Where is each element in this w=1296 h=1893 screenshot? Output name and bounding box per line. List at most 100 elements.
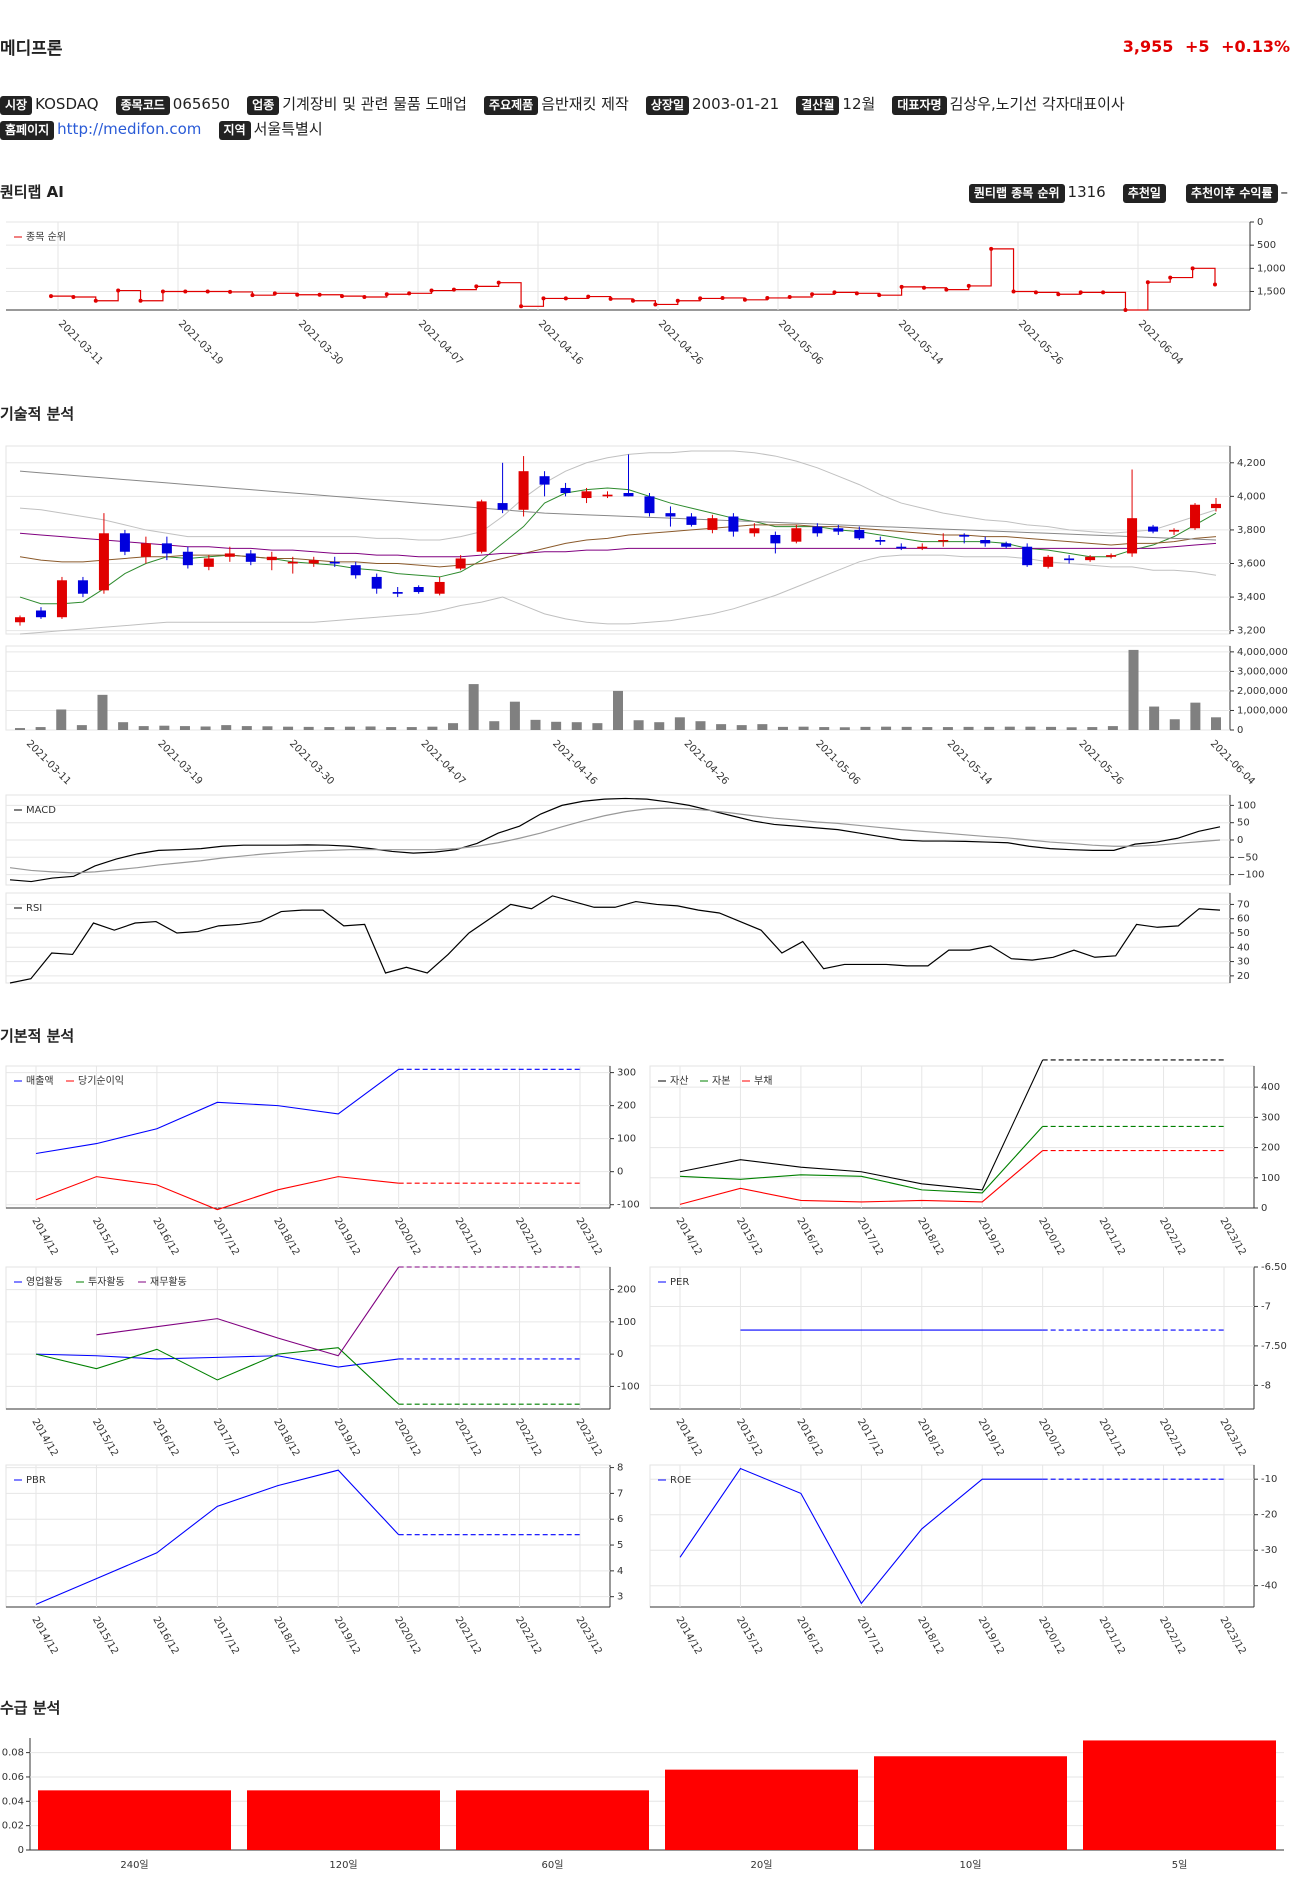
candle-body (686, 516, 697, 525)
supply-bar (456, 1790, 649, 1850)
product-tag: 주요제품 (484, 96, 539, 115)
volume-bar (283, 726, 294, 730)
sales-legend-label: 매출액 (26, 1075, 54, 1087)
volume-bar (386, 727, 397, 730)
volume-bar (1169, 719, 1180, 730)
rank-point (854, 291, 859, 296)
candle-body (1190, 504, 1201, 529)
macd-ytick-label: −100 (1237, 870, 1264, 881)
roe-xtick-label: 2016/12 (794, 1615, 824, 1656)
candle-ma120-line (19, 470, 1217, 541)
candle-body (1169, 529, 1180, 532)
rank-point (1145, 280, 1150, 285)
candle-body (938, 540, 949, 542)
candle-body (728, 516, 739, 532)
price-change-pct: +0.13% (1221, 37, 1290, 56)
cashflow-xtick-label: 2015/12 (90, 1417, 120, 1458)
cashflow-legend-label: 영업활동 (26, 1275, 63, 1288)
candle-body (581, 491, 592, 499)
volume-bar (427, 726, 438, 730)
volume-bar (592, 723, 603, 730)
per-xtick-label: 2022/12 (1157, 1417, 1187, 1458)
volume-bar (736, 725, 747, 730)
volume-bar (1128, 649, 1139, 730)
stock-name: 메디프론 (0, 39, 63, 59)
volume-bar (984, 726, 995, 730)
cashflow-xtick-label: 2016/12 (150, 1417, 180, 1458)
candle-body (1022, 546, 1033, 566)
volume-bar (530, 719, 541, 730)
volume-bar (963, 726, 974, 730)
rank-point (810, 292, 815, 297)
balance-xtick-label: 2023/12 (1217, 1216, 1247, 1257)
cashflow-ytick-label: -100 (617, 1381, 640, 1392)
code-tag: 종목코드 (115, 96, 170, 115)
price-change: +5 (1184, 37, 1210, 56)
per-xtick-label: 2023/12 (1217, 1417, 1247, 1458)
rank-point (1168, 275, 1173, 280)
candle-body (350, 565, 361, 576)
balance-ytick-label: 0 (1261, 1203, 1267, 1214)
candle-body (476, 501, 487, 552)
rank-point (608, 296, 613, 301)
balance-ytick-label: 100 (1261, 1173, 1280, 1184)
volume-bar (468, 684, 479, 730)
candle-body (791, 528, 802, 542)
current-price: 3,955 (1122, 37, 1174, 56)
fiscal-tag: 결산월 (796, 96, 840, 115)
volume-ytick-label: 1,000,000 (1237, 705, 1288, 716)
rank-point (49, 294, 53, 299)
volume-bar (1211, 717, 1221, 730)
balance-xtick-label: 2019/12 (976, 1216, 1006, 1257)
rank-xtick-label: 2021-05-26 (1016, 318, 1065, 367)
volume-bar (344, 726, 355, 730)
volume-bar (509, 701, 520, 730)
candle-body (15, 617, 25, 623)
info-row-1: 시장 KOSDAQ 종목코드 065650 업종 기계장비 및 관련 물품 도매업 주… (0, 93, 1137, 115)
volume-bar (406, 727, 417, 730)
roe-ytick-label: -20 (1261, 1510, 1277, 1521)
candle-ytick-label: 3,800 (1237, 525, 1266, 536)
rank-point (160, 289, 165, 294)
volume-bar (942, 727, 953, 730)
rank-xtick-label: 2021-04-16 (536, 318, 585, 367)
candle-body (539, 476, 550, 485)
pbr-series-line (35, 1469, 400, 1605)
cashflow-series-line (35, 1347, 400, 1405)
balance-ytick-label: 200 (1261, 1143, 1280, 1154)
macd-ytick-label: 50 (1237, 818, 1250, 829)
candle-ytick-label: 3,600 (1237, 559, 1266, 570)
rsi-ytick-label: 20 (1237, 971, 1250, 982)
candle-body (854, 529, 865, 539)
volume-xtick-label: 2021-03-19 (155, 738, 204, 787)
ai-stats: 퀀티랩 종목 순위 1316 추천일 추천이후 수익률 – (968, 182, 1288, 203)
macd-ytick-label: 100 (1237, 800, 1256, 811)
supply-xtick-label: 20일 (751, 1859, 773, 1871)
candle-body (980, 540, 991, 544)
rank-point (183, 289, 188, 294)
rank-point (429, 288, 434, 293)
balance-xtick-label: 2020/12 (1036, 1216, 1066, 1257)
rank-point (563, 296, 568, 301)
cashflow-xtick-label: 2022/12 (513, 1417, 543, 1458)
per-xtick-label: 2017/12 (855, 1417, 885, 1458)
supply-ytick-label: 0.06 (2, 1772, 24, 1783)
volume-bar (200, 726, 211, 730)
candle-body (371, 576, 382, 589)
per-xtick-label: 2015/12 (734, 1417, 764, 1458)
pbr-xtick-label: 2017/12 (211, 1615, 241, 1656)
balance-xtick-label: 2015/12 (734, 1216, 764, 1257)
candle-body (413, 587, 424, 593)
balance-xtick-label: 2014/12 (673, 1216, 703, 1257)
per-ytick-label: -7 (1261, 1301, 1271, 1312)
per-ytick-label: -6.50 (1261, 1262, 1287, 1273)
cashflow-xtick-label: 2021/12 (453, 1417, 483, 1458)
sales-ytick-label: 200 (617, 1101, 636, 1112)
volume-bar (76, 725, 87, 730)
volume-bar (1004, 726, 1015, 730)
volume-bar (97, 694, 108, 730)
roe-ytick-label: -10 (1261, 1474, 1277, 1485)
homepage-link[interactable]: http://medifon.com (57, 120, 202, 138)
pbr-xtick-label: 2023/12 (573, 1615, 603, 1656)
